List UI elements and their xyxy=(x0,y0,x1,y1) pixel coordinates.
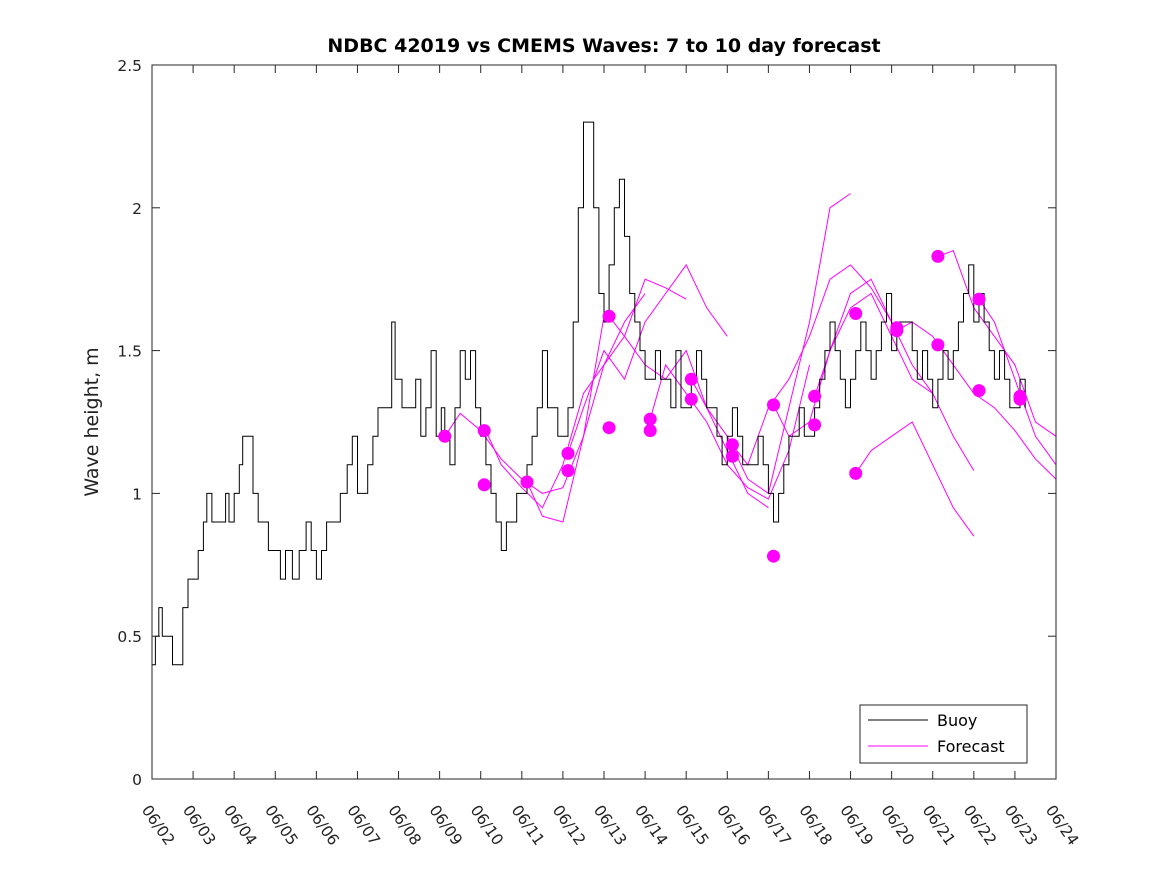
forecast-point xyxy=(520,475,534,489)
forecast-point xyxy=(643,424,657,438)
forecast-series-line xyxy=(732,264,893,466)
forecast-point xyxy=(849,307,863,320)
forecast-point xyxy=(931,249,945,263)
forecast-point xyxy=(890,321,904,335)
forecast-point xyxy=(767,549,780,563)
forecast-point xyxy=(972,292,986,306)
forecast-point xyxy=(438,429,452,443)
forecast-series-line xyxy=(855,421,975,537)
forecast-series-line xyxy=(608,315,769,509)
chart-title: NDBC 42019 vs CMEMS Waves: 7 to 10 day f… xyxy=(327,35,880,57)
buoy-line xyxy=(152,121,1026,666)
forecast-point xyxy=(684,392,698,406)
forecast-series-line xyxy=(485,293,646,509)
legend: Buoy Forecast xyxy=(859,704,1028,764)
forecast-series-line xyxy=(978,298,1057,466)
y-tick-label: 1.5 xyxy=(117,343,142,361)
legend-label-forecast: Forecast xyxy=(937,737,1005,756)
forecast-point xyxy=(808,418,822,432)
buoy-series-line xyxy=(152,121,1026,666)
y-tick-label: 1 xyxy=(132,485,142,503)
forecast-point xyxy=(684,372,698,386)
forecast-point xyxy=(477,424,491,438)
forecast-point xyxy=(972,384,986,398)
forecast-point xyxy=(477,478,491,492)
y-axis-label: Wave height, m xyxy=(81,347,103,496)
forecast-point xyxy=(931,338,945,352)
forecast-point xyxy=(561,464,575,478)
legend-box xyxy=(859,704,1028,764)
forecast-points xyxy=(438,249,1027,563)
forecast-series-line xyxy=(526,278,687,523)
forecast-point xyxy=(602,421,616,435)
y-tick-label: 2.5 xyxy=(117,57,142,75)
forecast-series-line xyxy=(937,249,1057,437)
forecast-point xyxy=(725,449,739,463)
forecast-point xyxy=(725,438,739,452)
y-axis-ticks: 0 0.5 1 1.5 2 2.5 xyxy=(117,57,1056,789)
forecast-series-line xyxy=(567,263,728,454)
forecast-series-line xyxy=(773,292,933,438)
legend-label-buoy: Buoy xyxy=(937,711,977,730)
forecast-point xyxy=(602,309,616,323)
forecast-point xyxy=(561,446,575,460)
forecast-point xyxy=(1013,392,1027,406)
forecast-point xyxy=(643,412,657,426)
forecast-point xyxy=(808,389,822,403)
forecast-point xyxy=(849,466,863,480)
plot-area xyxy=(152,65,1056,779)
y-tick-label: 2 xyxy=(132,200,142,218)
y-tick-label: 0.5 xyxy=(117,628,142,646)
forecast-point xyxy=(767,398,780,412)
y-tick-label: 0 xyxy=(132,771,142,789)
